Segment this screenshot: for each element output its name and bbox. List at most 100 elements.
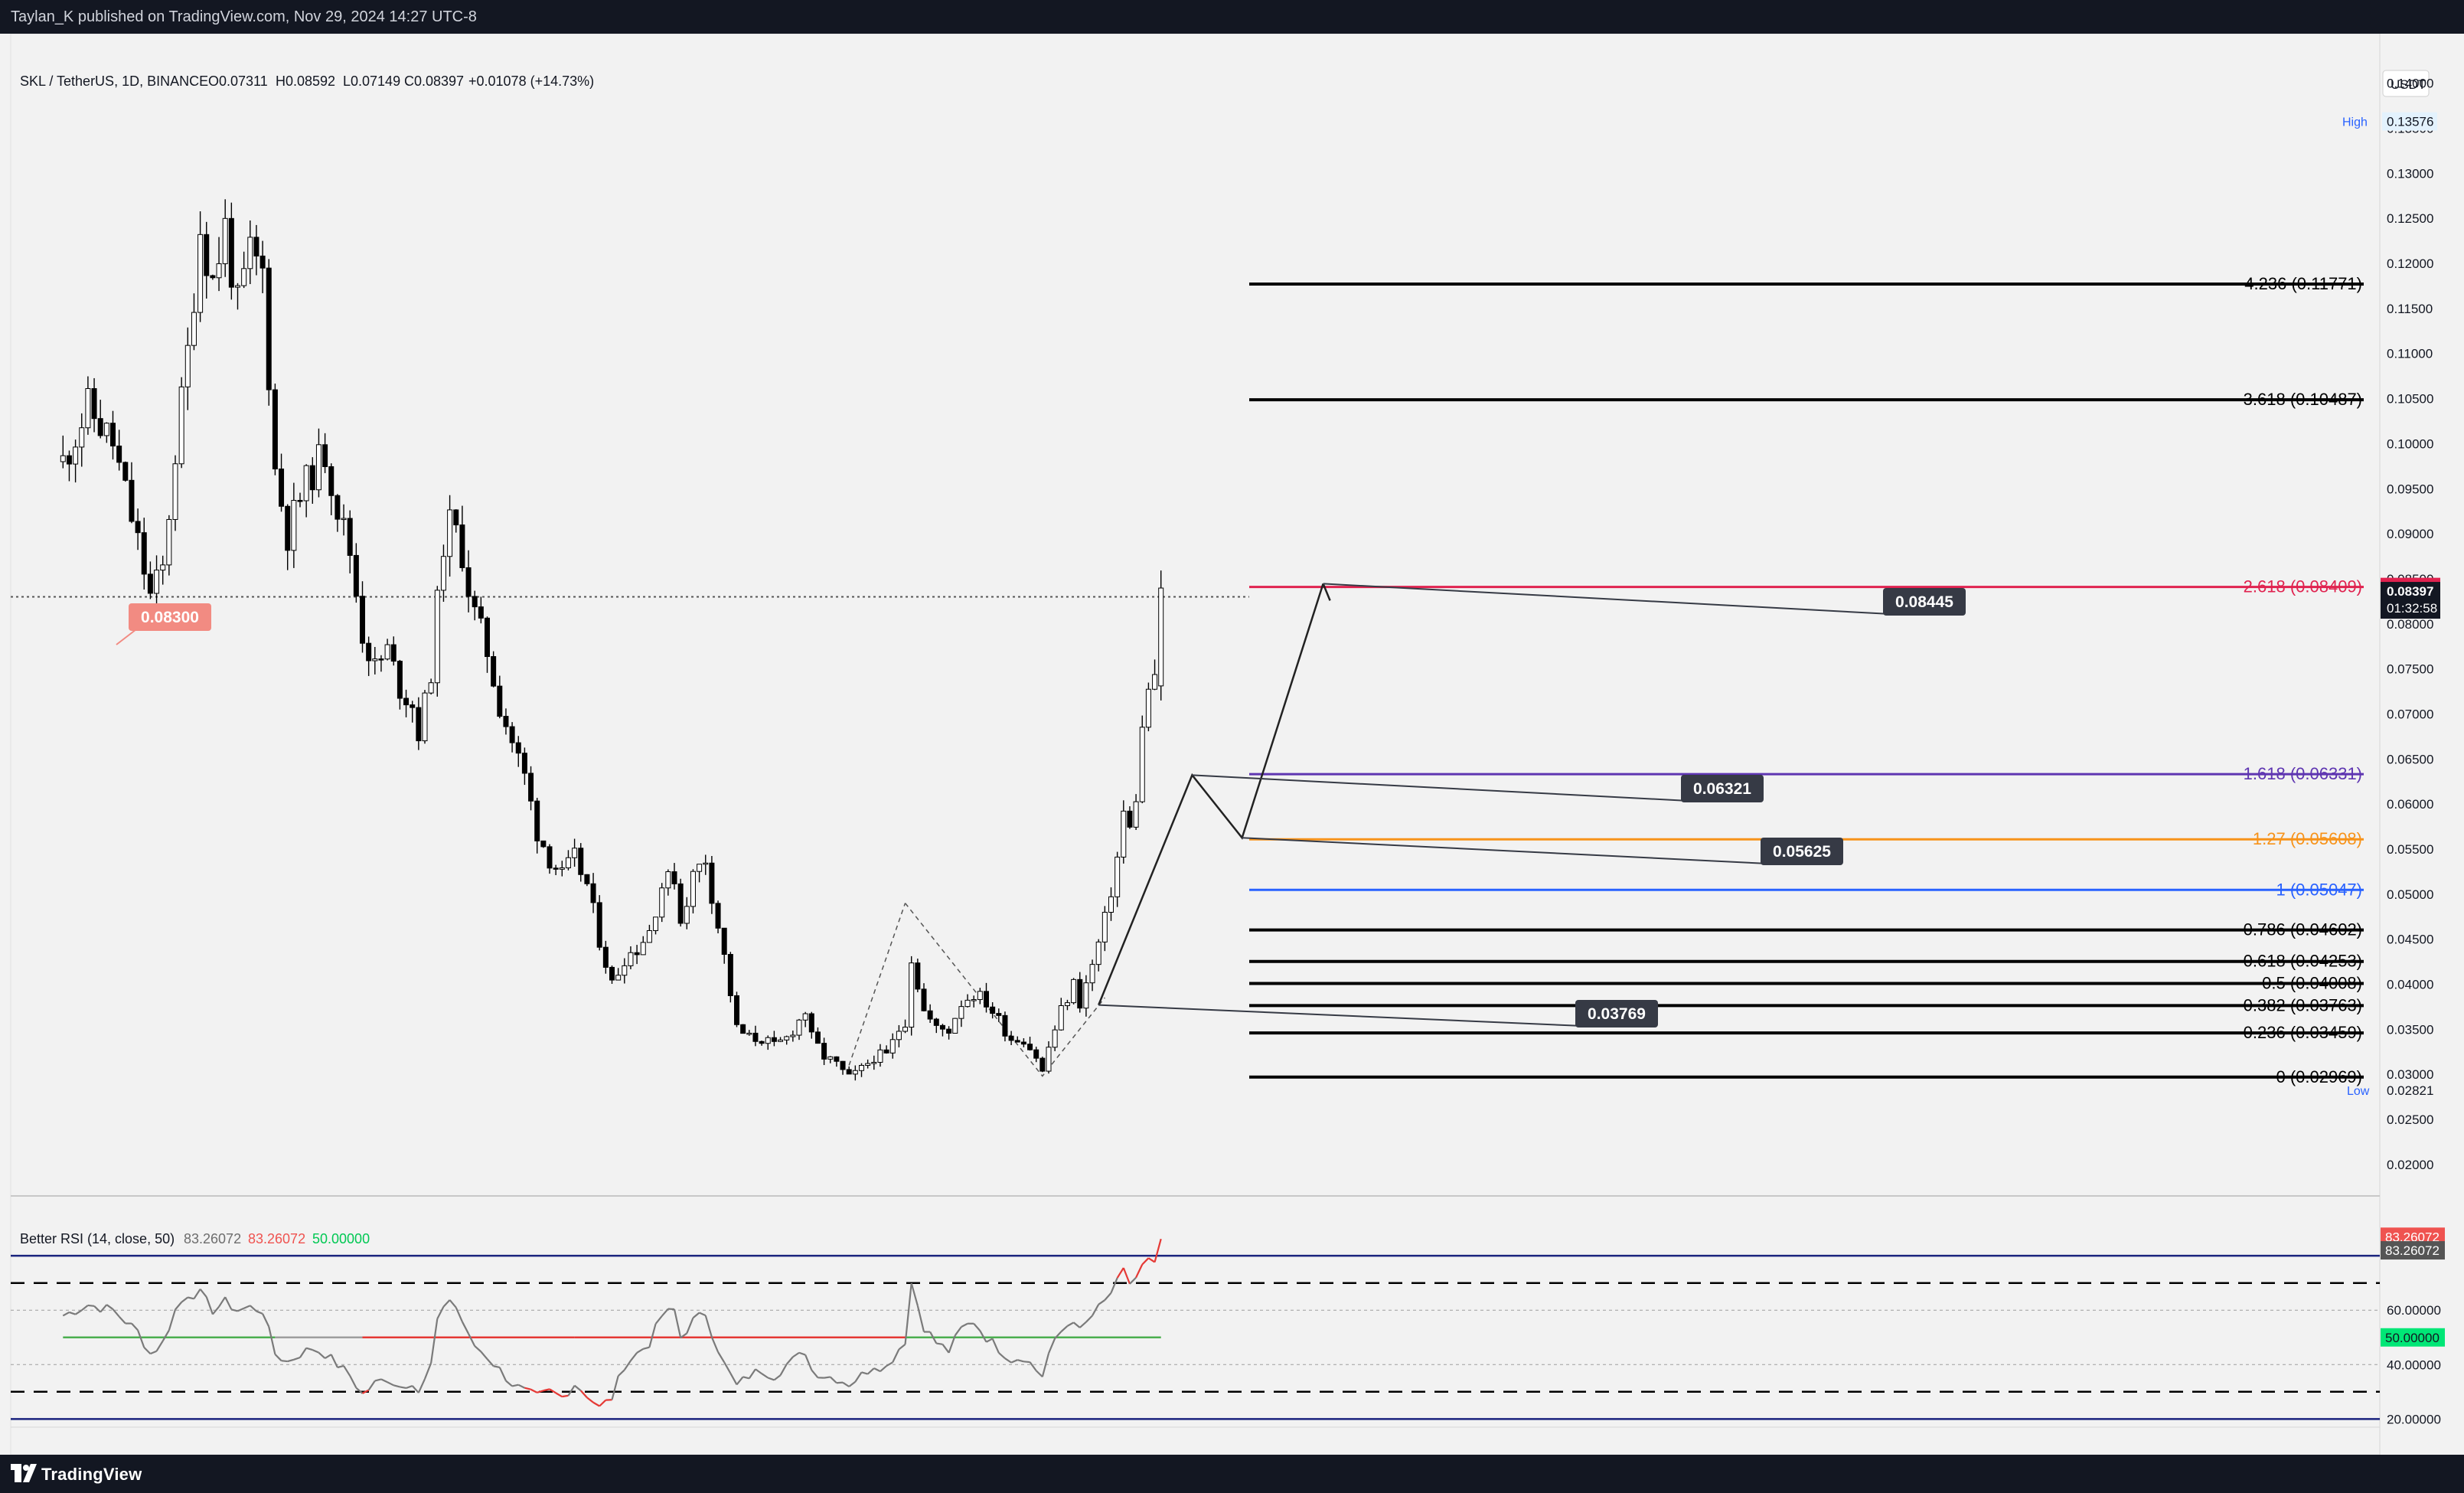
candle-down — [266, 267, 272, 390]
candle-down — [1077, 978, 1083, 1009]
chart-frame[interactable]: SKL / TetherUS, 1D, BINANCE O0.07311 H0.… — [0, 33, 2464, 1478]
rsi-line-segment — [318, 1351, 326, 1359]
rsi-badge-2 — [2381, 1241, 2445, 1260]
candle-up — [572, 848, 578, 858]
rsi-line-segment — [573, 1384, 582, 1392]
rsi-line-segment — [1072, 1321, 1081, 1328]
candle-down — [360, 596, 365, 644]
candle-up — [428, 682, 434, 694]
rsi-line-segment — [1104, 1292, 1112, 1301]
price-callout-label: 0.06321 — [1693, 780, 1751, 798]
candle-up — [1071, 978, 1077, 1004]
fib-level-label: 3.618 (0.10487) — [2244, 390, 2362, 409]
candle-up — [784, 1036, 790, 1041]
price-tick-label: 0.03000 — [2387, 1067, 2433, 1082]
fib-level-label: 1 (0.05047) — [2276, 880, 2362, 899]
rsi-line-segment — [861, 1371, 868, 1375]
rsi-line-segment — [654, 1315, 663, 1325]
candle-down — [297, 500, 303, 502]
candle-up — [622, 965, 628, 976]
candle-up — [952, 1018, 958, 1034]
candle-down — [521, 753, 527, 774]
candle-down — [453, 509, 459, 526]
rsi-line-segment — [1116, 1267, 1124, 1279]
candle-down — [210, 275, 216, 279]
fibonacci-extension[interactable]: 4.236 (0.11771) 3.618 (0.10487) 2.618 (0.0… — [11, 274, 2364, 1086]
candle-down — [259, 255, 266, 269]
price-projection[interactable] — [1098, 583, 1331, 1006]
candle-up — [447, 509, 453, 557]
rsi-line-segment — [486, 1358, 494, 1367]
rsi-line-segment — [511, 1384, 519, 1387]
price-tick-label: 0.10000 — [2387, 436, 2433, 451]
candle-down — [97, 418, 103, 436]
rsi-line-segment — [1035, 1370, 1043, 1378]
rsi-line-segment — [493, 1365, 501, 1369]
candle-down — [485, 617, 490, 658]
rsi-line-segment — [848, 1380, 857, 1387]
rsi-line-segment — [942, 1344, 950, 1354]
rsi-line-segment — [811, 1369, 819, 1379]
candle-up — [434, 590, 440, 684]
projection-arrow-tip — [1322, 583, 1331, 601]
candle-down — [403, 697, 410, 706]
rsi-line-segment — [648, 1323, 657, 1348]
chart-canvas[interactable]: SKL / TetherUS, 1D, BINANCE O0.07311 H0.… — [0, 33, 2464, 1478]
legend-symbol: SKL / TetherUS, 1D, BINANCE — [20, 74, 208, 89]
rsi-line-segment — [948, 1335, 956, 1354]
price-callouts[interactable]: 0.08300 0.08445 0.06321 0.05625 0.03769 — [116, 583, 1966, 1027]
fib-anchor-line — [904, 903, 1105, 1077]
price-axis-badges: High 0.13576 Low 0.02821 0.08397 01:32:58 83.2… — [2342, 112, 2445, 1347]
rsi-line-segment — [1147, 1257, 1156, 1263]
candle-down — [578, 848, 584, 875]
candle-down — [553, 867, 559, 870]
rsi-line-segment — [1135, 1264, 1144, 1279]
rsi-line-segment — [455, 1307, 463, 1322]
rsi-line-segment — [1029, 1361, 1037, 1371]
candle-up — [640, 942, 646, 956]
rsi-line-segment — [62, 1311, 70, 1317]
rsi-line-segment — [112, 1308, 120, 1318]
price-callout-box — [1681, 775, 1764, 802]
currency-button[interactable] — [2382, 70, 2430, 97]
candle-down — [921, 988, 927, 1011]
rsi-line-segment — [829, 1376, 837, 1384]
candle-up — [746, 1032, 752, 1035]
candle-up — [372, 658, 378, 662]
rsi-line-segment — [767, 1377, 775, 1381]
candle-down — [734, 995, 739, 1025]
rsi-line-segment — [74, 1309, 83, 1315]
candle-down — [515, 742, 521, 754]
candle-down — [939, 1024, 945, 1030]
price-tick-label: 0.13000 — [2387, 166, 2433, 181]
candle-down — [709, 862, 715, 904]
rsi-line-segment — [237, 1307, 245, 1312]
rsi-line-segment — [910, 1282, 919, 1306]
candle-up — [859, 1064, 864, 1071]
candle-down — [752, 1032, 759, 1042]
rsi-line-segment — [93, 1305, 101, 1313]
rsi-line-segment — [549, 1388, 556, 1394]
candle-up — [1139, 727, 1145, 802]
candle-down — [204, 234, 210, 276]
candle-up — [865, 1063, 871, 1066]
candle-down — [590, 883, 596, 903]
rsi-line-segment — [555, 1392, 563, 1398]
candle-down — [397, 661, 403, 699]
candle-down — [91, 388, 97, 420]
candle-down — [141, 532, 147, 575]
rsi-line-segment — [723, 1361, 732, 1374]
rsi-line-segment — [517, 1384, 525, 1389]
price-tick-label: 0.03500 — [2387, 1022, 2433, 1037]
candle-down — [279, 469, 285, 507]
rsi-line-segment — [100, 1304, 108, 1313]
candle-up — [60, 455, 66, 462]
rsi-line-segment — [325, 1354, 332, 1359]
candle-up — [909, 962, 915, 1028]
candle-up — [902, 1027, 909, 1032]
price-tick-label: 0.06000 — [2387, 797, 2433, 812]
candle-down — [309, 465, 315, 491]
candlestick-series — [60, 199, 1164, 1081]
candle-down — [110, 423, 116, 447]
rsi-line-segment — [1079, 1321, 1087, 1328]
